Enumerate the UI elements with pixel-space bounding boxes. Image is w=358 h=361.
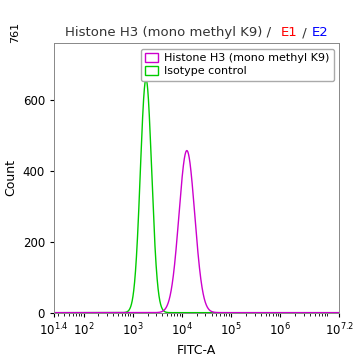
Legend: Histone H3 (mono methyl K9), Isotype control: Histone H3 (mono methyl K9), Isotype con…	[141, 49, 334, 81]
Text: Histone H3 (mono methyl K9) /: Histone H3 (mono methyl K9) /	[64, 26, 275, 39]
Text: E1: E1	[281, 26, 298, 39]
Y-axis label: Count: Count	[4, 160, 17, 196]
Text: E2: E2	[311, 26, 328, 39]
X-axis label: FITC-A: FITC-A	[177, 344, 216, 357]
Text: /: /	[298, 26, 311, 39]
Text: 761: 761	[10, 22, 20, 43]
